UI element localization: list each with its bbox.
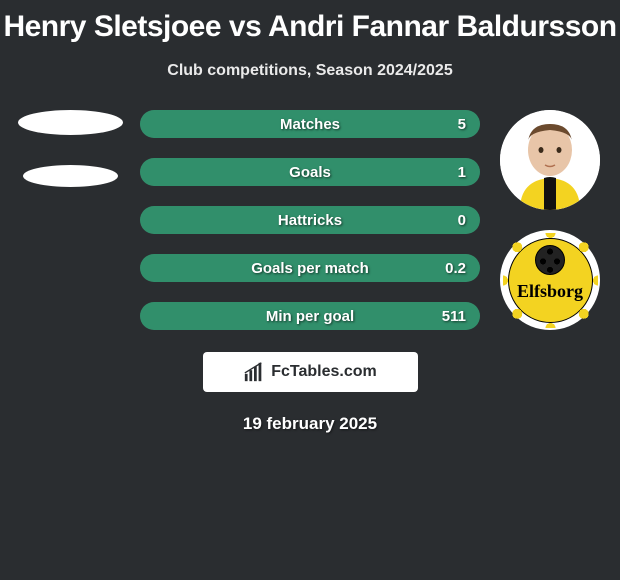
right-player-column: Elfsborg [490,110,610,330]
stat-row: Goals 1 [140,158,480,186]
stat-row: Matches 5 [140,110,480,138]
brand-badge: FcTables.com [203,352,418,392]
stat-value: 511 [442,308,466,325]
stat-row: Min per goal 511 [140,302,480,330]
stat-label: Goals per match [251,260,369,277]
left-player-column [10,110,130,187]
club-placeholder-ellipse [23,165,118,187]
bar-chart-icon [243,361,265,383]
stat-row: Hattricks 0 [140,206,480,234]
page-title: Henry Sletsjoee vs Andri Fannar Baldurss… [0,0,620,44]
club-badge-text: Elfsborg [517,281,583,302]
player-placeholder-ellipse [18,110,123,135]
subtitle: Club competitions, Season 2024/2025 [0,62,620,80]
club-badge: Elfsborg [500,230,600,330]
stat-label: Hattricks [278,212,342,229]
stat-value: 0.2 [445,260,466,277]
stat-label: Matches [280,116,340,133]
date-text: 19 february 2025 [0,414,620,434]
stat-value: 1 [458,164,466,181]
soccer-ball-icon [535,245,565,275]
stat-value: 5 [458,116,466,133]
stat-label: Min per goal [266,308,354,325]
player-avatar [500,110,600,210]
stat-row: Goals per match 0.2 [140,254,480,282]
content-area: Elfsborg Matches 5 Goals 1 Hattricks 0 Goals p… [0,110,620,434]
brand-text: FcTables.com [271,363,377,381]
stat-label: Goals [289,164,331,181]
stats-list: Matches 5 Goals 1 Hattricks 0 Goals per match 0… [140,110,480,330]
stat-value: 0 [458,212,466,229]
